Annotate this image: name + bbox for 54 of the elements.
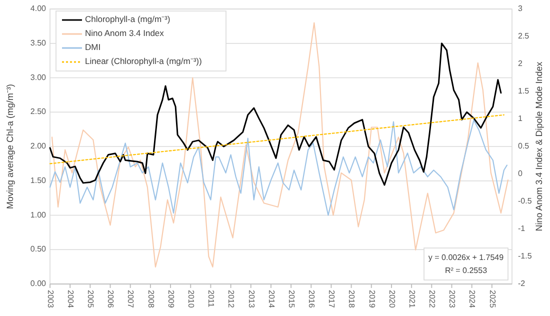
x-tick-label: 2013 — [246, 290, 256, 308]
y2-tick-label: 0 — [518, 169, 523, 178]
y-tick-label: 0.50 — [30, 244, 47, 254]
x-tick-label: 2010 — [186, 290, 196, 308]
x-tick-label: 2011 — [206, 290, 216, 308]
legend-label: Chlorophyll-a (mg/m⁻³) — [85, 14, 170, 24]
y2-tick-label: -1.5 — [518, 252, 532, 261]
legend-label: DMI — [85, 42, 101, 52]
x-tick-label: 2024 — [468, 290, 477, 308]
legend-label: Linear (Chlorophyll-a (mg/m⁻³)) — [85, 56, 202, 66]
y2-tick-label: -2 — [518, 279, 526, 288]
y-tick-label: 1.00 — [30, 210, 47, 220]
x-tick-label: 2006 — [106, 290, 116, 308]
x-tick-label: 2014 — [266, 290, 276, 308]
x-tick-label: 2009 — [166, 290, 176, 308]
y2-tick-label: 1.5 — [518, 86, 530, 96]
y2-tick-label: 1 — [518, 114, 523, 124]
x-tick-label: 2005 — [86, 290, 96, 308]
x-tick-label: 2018 — [347, 290, 356, 308]
x-tick-label: 2007 — [126, 290, 136, 308]
y-tick-label: 4.00 — [30, 4, 47, 14]
y2-tick-label: 2.5 — [518, 32, 530, 41]
x-tick-label: 2016 — [307, 290, 316, 308]
y2-tick-label: 0.5 — [518, 142, 530, 151]
y2-tick-label: 2 — [518, 59, 523, 68]
line-series — [49, 120, 508, 216]
y-tick-label: 3.00 — [30, 72, 47, 82]
x-tick-label: 2023 — [448, 290, 457, 308]
x-tick-label: 2019 — [367, 290, 376, 308]
y-tick-label: 1.50 — [30, 176, 47, 185]
x-tick-label: 2022 — [428, 290, 437, 308]
x-tick-label: 2017 — [327, 290, 336, 308]
y-tick-label: 0.00 — [30, 279, 47, 288]
y-tick-label: 2.50 — [30, 107, 47, 116]
x-tick-label: 2008 — [146, 290, 156, 308]
legend-label: Nino Anom 3.4 Index — [85, 28, 165, 38]
y-tick-label: 3.50 — [30, 38, 47, 48]
x-tick-label: 2003 — [46, 290, 55, 308]
annotation: y = 0.0026x + 1.7549 — [428, 253, 504, 262]
x-tick-label: 2004 — [66, 290, 75, 308]
line-series — [51, 22, 509, 268]
y2-tick-label: 3 — [518, 4, 523, 14]
line-series — [49, 42, 502, 186]
annotation: R² = 0.2553 — [444, 266, 488, 276]
y-tick-label: 2.00 — [30, 142, 47, 151]
y-axis-title: Moving average Chl-a (mg/m⁻³) — [5, 84, 15, 210]
y2-tick-label: -0.5 — [518, 196, 532, 206]
x-tick-label: 2012 — [226, 290, 236, 308]
x-tick-label: 2015 — [286, 290, 296, 308]
y2-tick-label: -1 — [518, 224, 526, 234]
x-tick-label: 2020 — [387, 290, 396, 308]
x-tick-label: 2021 — [407, 290, 416, 308]
y2-axis-title: Nino Anom 3.4 Index & Dipole Mode Index — [534, 61, 544, 232]
x-tick-label: 2025 — [488, 290, 497, 308]
